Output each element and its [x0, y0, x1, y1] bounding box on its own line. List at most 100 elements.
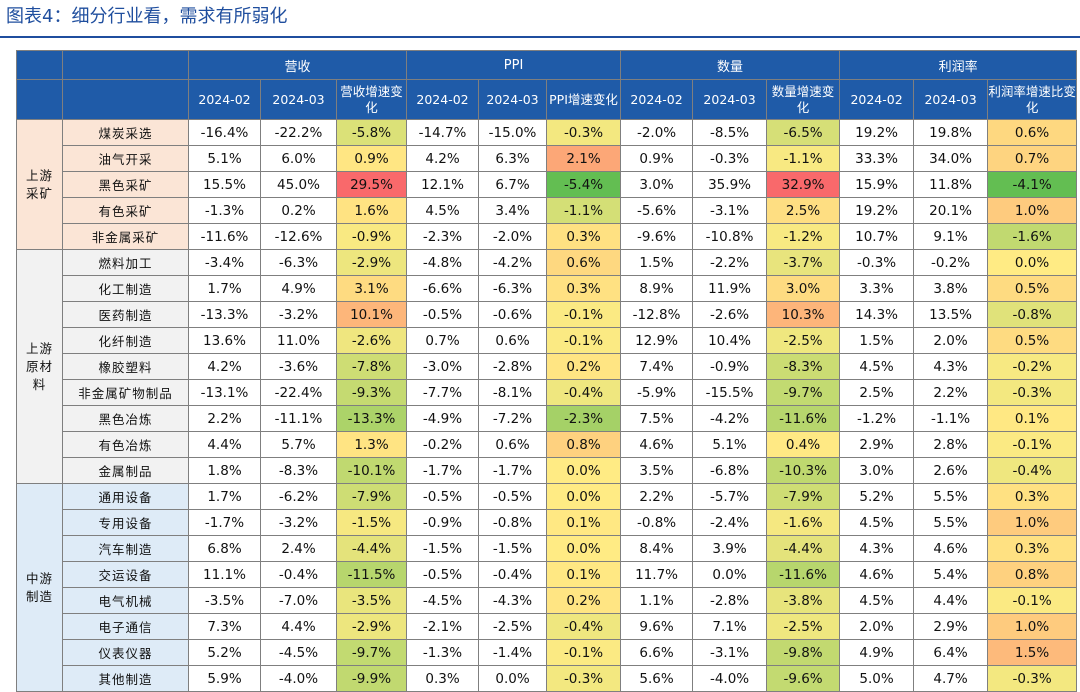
value-cell: -0.8% — [620, 509, 694, 536]
value-cell: 5.1% — [188, 145, 261, 172]
value-cell: -6.3% — [260, 249, 337, 276]
value-cell: 8.9% — [620, 275, 694, 302]
table-row: 交运设备 11.1% -0.4% -11.5% -0.5% -0.4% 0.1% 11.7% 0… — [17, 561, 1078, 588]
value-cell: -0.9% — [692, 353, 768, 380]
change-cell: -13.3% — [335, 405, 408, 432]
value-cell: 2.0% — [913, 327, 989, 354]
value-cell: -15.0% — [478, 119, 548, 146]
change-cell: -0.8% — [987, 301, 1078, 328]
change-cell: -10.1% — [335, 457, 408, 484]
subheader-cell: 2024-03 — [913, 79, 989, 120]
change-cell: -0.4% — [546, 613, 622, 640]
change-cell: -2.9% — [335, 613, 408, 640]
change-cell: -0.3% — [546, 119, 622, 146]
value-cell: 33.3% — [839, 145, 915, 172]
change-cell: -3.8% — [766, 587, 841, 614]
change-cell: 0.0% — [546, 483, 622, 510]
value-cell: 5.5% — [913, 483, 989, 510]
table-row: 黑色采矿 15.5% 45.0% 29.5% 12.1% 6.7% -5.4% 3.0% 35.… — [17, 171, 1078, 198]
industry-name: 有色冶炼 — [62, 431, 189, 458]
value-cell: 0.9% — [620, 145, 694, 172]
value-cell: 4.4% — [188, 431, 261, 458]
industry-name: 化工制造 — [62, 275, 189, 302]
change-cell: 3.1% — [335, 275, 408, 302]
value-cell: 2.8% — [913, 431, 989, 458]
group-header-ppi: PPI — [406, 50, 622, 80]
group-header-quantity: 数量 — [620, 50, 841, 80]
change-cell: -2.3% — [546, 405, 622, 432]
industry-name: 橡胶塑料 — [62, 353, 189, 380]
value-cell: 5.1% — [692, 431, 768, 458]
value-cell: -16.4% — [188, 119, 261, 146]
value-cell: 12.1% — [406, 171, 480, 198]
value-cell: -1.2% — [839, 405, 915, 432]
value-cell: -2.6% — [692, 301, 768, 328]
value-cell: 5.2% — [839, 483, 915, 510]
sub-header-row: 2024-02 2024-03 营收增速变化 2024-02 2024-03 P… — [16, 79, 1078, 120]
change-cell: -4.1% — [987, 171, 1078, 198]
change-cell: 0.0% — [546, 535, 622, 562]
value-cell: -11.6% — [188, 223, 261, 250]
value-cell: 34.0% — [913, 145, 989, 172]
table-row: 橡胶塑料 4.2% -3.6% -7.8% -3.0% -2.8% 0.2% 7.4% -0.9… — [17, 353, 1078, 380]
value-cell: 4.4% — [260, 613, 337, 640]
value-cell: 7.5% — [620, 405, 694, 432]
change-cell: -5.8% — [335, 119, 408, 146]
change-cell: -0.1% — [546, 639, 622, 666]
subheader-cell: 数量增速变化 — [766, 79, 841, 120]
value-cell: -7.0% — [260, 587, 337, 614]
value-cell: 19.2% — [839, 119, 915, 146]
group-header-row: 营收 PPI 数量 利润率 — [16, 50, 1078, 80]
subheader-cell: 2024-03 — [692, 79, 768, 120]
change-cell: 0.1% — [546, 561, 622, 588]
value-cell: 1.5% — [839, 327, 915, 354]
change-cell: 0.7% — [987, 145, 1078, 172]
change-cell: 0.3% — [546, 223, 622, 250]
table-row: 金属制品 1.8% -8.3% -10.1% -1.7% -1.7% 0.0% 3.5% -6.… — [17, 457, 1078, 484]
value-cell: 4.3% — [913, 353, 989, 380]
change-cell: -1.6% — [987, 223, 1078, 250]
value-cell: -0.5% — [406, 561, 480, 588]
value-cell: 0.7% — [406, 327, 480, 354]
value-cell: -2.2% — [692, 249, 768, 276]
value-cell: -1.4% — [478, 639, 548, 666]
value-cell: -9.6% — [620, 223, 694, 250]
change-cell: 10.3% — [766, 301, 841, 328]
value-cell: 4.5% — [839, 353, 915, 380]
table-row: 其他制造 5.9% -4.0% -9.9% 0.3% 0.0% -0.3% 5.6% -4.0%… — [17, 665, 1078, 692]
change-cell: 0.8% — [987, 561, 1078, 588]
value-cell: -22.4% — [260, 379, 337, 406]
value-cell: -3.4% — [188, 249, 261, 276]
industry-name: 煤炭采选 — [62, 119, 189, 146]
value-cell: -0.9% — [406, 509, 480, 536]
value-cell: -7.2% — [478, 405, 548, 432]
value-cell: 0.6% — [478, 431, 548, 458]
value-cell: 2.9% — [913, 613, 989, 640]
change-cell: -5.4% — [546, 171, 622, 198]
change-cell: 1.0% — [987, 197, 1078, 224]
change-cell: -0.1% — [987, 587, 1078, 614]
change-cell: 0.0% — [546, 457, 622, 484]
change-cell: -9.6% — [766, 665, 841, 692]
value-cell: 4.2% — [188, 353, 261, 380]
change-cell: 0.2% — [546, 587, 622, 614]
subheader-cell: 2024-02 — [839, 79, 915, 120]
change-cell: 0.3% — [987, 483, 1078, 510]
change-cell: 0.5% — [987, 327, 1078, 354]
change-cell: -9.7% — [766, 379, 841, 406]
value-cell: 2.5% — [839, 379, 915, 406]
industry-name: 非金属矿物制品 — [62, 379, 189, 406]
change-cell: -9.7% — [335, 639, 408, 666]
value-cell: -4.2% — [478, 249, 548, 276]
change-cell: -1.1% — [766, 145, 841, 172]
value-cell: 11.8% — [913, 171, 989, 198]
value-cell: 3.0% — [839, 457, 915, 484]
value-cell: 11.1% — [188, 561, 261, 588]
change-cell: -0.4% — [546, 379, 622, 406]
change-cell: -1.1% — [546, 197, 622, 224]
value-cell: -0.4% — [478, 561, 548, 588]
value-cell: -2.5% — [478, 613, 548, 640]
value-cell: -2.4% — [692, 509, 768, 536]
change-cell: -7.9% — [335, 483, 408, 510]
value-cell: -5.7% — [692, 483, 768, 510]
